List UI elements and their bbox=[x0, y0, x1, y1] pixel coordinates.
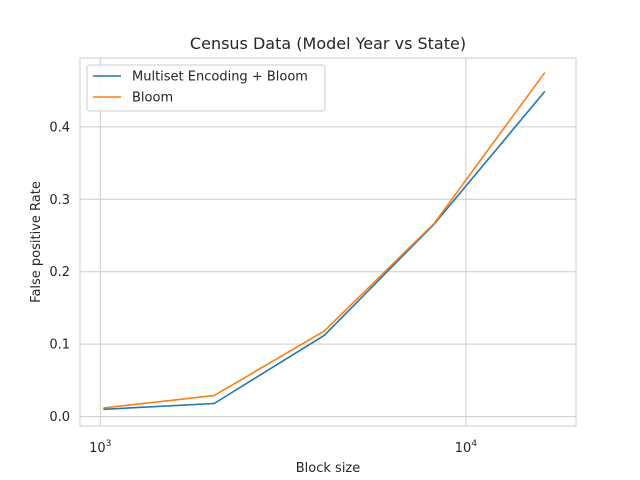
x-tick-base-0: 10 bbox=[89, 441, 106, 456]
plot-frame bbox=[79, 57, 577, 427]
chart-title: Census Data (Model Year vs State) bbox=[190, 34, 466, 53]
x-tick-exponent-1: 4 bbox=[471, 439, 477, 449]
x-tick-exponent-0: 3 bbox=[106, 439, 112, 449]
y-tick-label-3: 0.3 bbox=[49, 193, 70, 208]
grid bbox=[80, 58, 576, 426]
series-line-1 bbox=[103, 72, 546, 409]
series-lines bbox=[103, 72, 546, 411]
legend-label-0: Multiset Encoding + Bloom bbox=[132, 70, 308, 85]
x-tick-label-1: 104 bbox=[455, 439, 478, 456]
legend-label-1: Bloom bbox=[132, 91, 173, 106]
y-tick-label-1: 0.1 bbox=[49, 338, 70, 353]
legend: Multiset Encoding + Bloom Bloom bbox=[86, 64, 326, 112]
x-tick-base-1: 10 bbox=[455, 441, 472, 456]
x-axis-label: Block size bbox=[296, 461, 361, 476]
y-tick-label-0: 0.0 bbox=[49, 410, 70, 425]
y-tick-label-4: 0.4 bbox=[49, 120, 70, 135]
y-tick-label-2: 0.2 bbox=[49, 265, 70, 280]
y-axis-label: False positive Rate bbox=[29, 181, 44, 303]
plot-background bbox=[80, 58, 576, 426]
x-tick-labels: 103 104 bbox=[89, 439, 477, 456]
legend-box bbox=[86, 64, 326, 112]
y-tick-labels: 0.0 0.1 0.2 0.3 0.4 bbox=[49, 120, 70, 425]
x-tick-label-0: 103 bbox=[89, 439, 111, 456]
series-line-0 bbox=[103, 90, 546, 411]
